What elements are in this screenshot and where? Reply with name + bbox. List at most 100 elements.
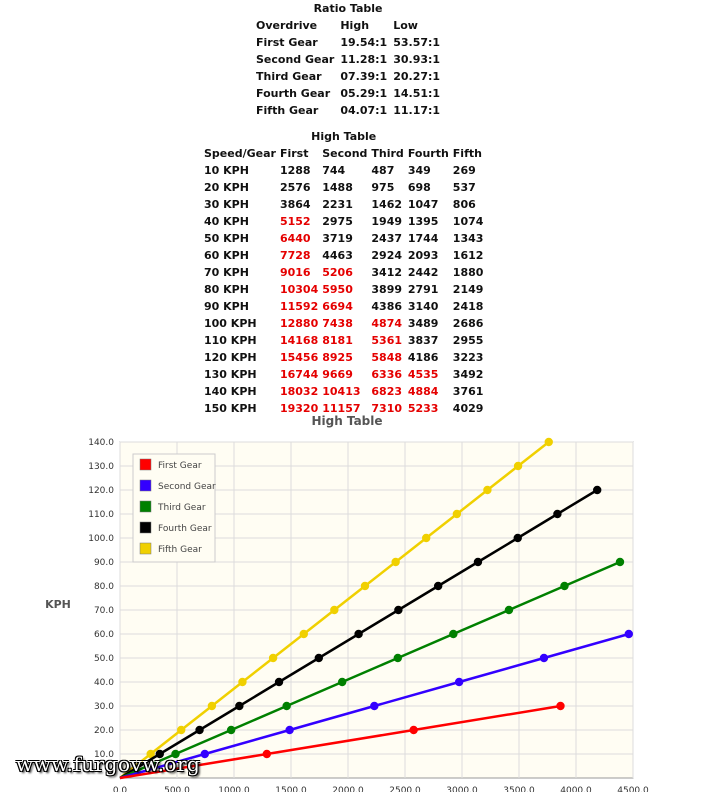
high-table-row: 60 KPH 7728 4463 2924 2093 1612 <box>204 247 487 264</box>
x-tick-label: 1500.0 <box>275 786 307 792</box>
ratio-table-row: Second Gear 11.28:1 30.93:1 <box>256 51 446 68</box>
high-table-cell: 10 KPH <box>204 164 249 177</box>
high-table-cell: 16744 <box>279 368 319 381</box>
high-table-cell: 1395 <box>407 215 439 228</box>
data-point <box>177 725 186 735</box>
high-table-cell: 8925 <box>322 351 353 364</box>
ratio-table-header: Overdrive High Low <box>256 17 446 34</box>
x-tick-label: 4500.0 <box>617 786 649 792</box>
y-tick-label: 110.0 <box>88 510 114 520</box>
data-point <box>299 629 308 639</box>
data-point <box>504 605 514 615</box>
ratio-table-cell: 53.57:1 <box>393 36 441 49</box>
data-point <box>354 629 363 639</box>
data-point <box>282 701 291 711</box>
high-table-cell: 1612 <box>452 249 484 262</box>
high-table-cell: 150 KPH <box>204 402 257 415</box>
y-tick-label: 140.0 <box>88 438 114 448</box>
y-tick-label: 70.0 <box>94 606 114 616</box>
high-table-row: 140 KPH 18032 10413 6823 4884 3761 <box>204 383 487 400</box>
high-table-cell: 100 KPH <box>204 317 257 330</box>
high-table-cell: 349 <box>407 164 431 177</box>
y-tick-label: 40.0 <box>94 678 114 688</box>
high-table-cell: 5233 <box>407 402 439 415</box>
high-table-cell: 487 <box>371 164 395 177</box>
high-table-cell: 18032 <box>279 385 319 398</box>
high-table-cell: 2437 <box>371 232 403 245</box>
high-table-cell: 1744 <box>407 232 439 245</box>
data-point <box>433 581 443 591</box>
high-table-cell: 2442 <box>407 266 439 279</box>
high-table-cell: 4186 <box>407 351 439 364</box>
y-tick-label: 30.0 <box>94 702 114 712</box>
ratio-table-cell: 11.28:1 <box>340 53 388 66</box>
ratio-table-header-cell: High <box>340 19 370 32</box>
high-table-cell: 744 <box>322 164 346 177</box>
high-table-cell: 60 KPH <box>204 249 249 262</box>
legend-label: First Gear <box>158 461 202 471</box>
y-tick-label: 80.0 <box>94 582 114 592</box>
series-line <box>119 560 621 780</box>
data-point <box>171 749 180 759</box>
high-table-cell: 2576 <box>279 181 311 194</box>
legend-swatch <box>139 542 152 555</box>
high-table-cell: 4463 <box>322 249 353 262</box>
data-point <box>268 653 278 663</box>
gear-speed-chart: 0.0 500.0 1000.0 1500.0 2000.0 2500.0 3000.0 35… <box>45 437 649 792</box>
series-third-gear <box>119 557 625 780</box>
data-point <box>274 677 284 687</box>
high-table-cell: 3140 <box>407 300 439 313</box>
data-point <box>226 725 236 735</box>
data-point <box>553 509 562 519</box>
y-tick-label: 60.0 <box>94 630 114 640</box>
data-point <box>544 437 553 447</box>
data-point <box>235 701 244 711</box>
legend-label: Fifth Gear <box>158 545 202 555</box>
high-table-cell: 5950 <box>322 283 353 296</box>
ratio-table-header-cell: Overdrive <box>256 19 318 32</box>
high-table-row: 150 KPH 19320 11157 7310 5233 4029 <box>204 400 487 417</box>
y-tick-label: 50.0 <box>94 654 114 664</box>
data-point <box>330 605 339 615</box>
high-table-cell: 3489 <box>407 317 439 330</box>
high-table-cell: 9016 <box>279 266 311 279</box>
high-table-cell: 1047 <box>407 198 439 211</box>
data-point <box>155 749 164 759</box>
high-table-cell: 2093 <box>407 249 439 262</box>
data-point <box>513 461 523 471</box>
high-table-cell: 2231 <box>322 198 353 211</box>
x-tick-label: 1000.0 <box>218 786 250 792</box>
high-table-cell: 11592 <box>279 300 319 313</box>
series-second-gear <box>119 629 633 780</box>
data-point <box>394 605 403 615</box>
high-table-header-cell: Fifth <box>452 147 482 160</box>
x-tick-label: 2000.0 <box>332 786 364 792</box>
data-point <box>285 725 294 735</box>
high-table-cell: 10413 <box>322 385 361 398</box>
ratio-table: Ratio Table Overdrive High Low First Gear 19.… <box>256 0 446 119</box>
ratio-table-cell: 14.51:1 <box>393 87 441 100</box>
high-table-cell: 14168 <box>279 334 319 347</box>
y-tick-label: 100.0 <box>88 534 114 544</box>
high-table-cell: 120 KPH <box>204 351 257 364</box>
high-table-cell: 5361 <box>371 334 403 347</box>
chart-legend: First Gear Second Gear Third Gear Fourth Ge… <box>132 453 216 563</box>
high-table-cell: 698 <box>407 181 431 194</box>
high-table-cell: 1949 <box>371 215 403 228</box>
high-table-cell: 1288 <box>279 164 311 177</box>
high-table-cell: 2686 <box>452 317 484 330</box>
high-table-cell: 7310 <box>371 402 403 415</box>
data-point <box>262 749 272 759</box>
high-table-row: 130 KPH 16744 9669 6336 4535 3492 <box>204 366 487 383</box>
high-table-cell: 3761 <box>452 385 484 398</box>
high-table-cell: 5152 <box>279 215 311 228</box>
high-table-row: 70 KPH 9016 5206 3412 2442 1880 <box>204 264 487 281</box>
high-table-cell: 40 KPH <box>204 215 249 228</box>
high-table-cell: 5206 <box>322 266 353 279</box>
high-table-cell: 2149 <box>452 283 484 296</box>
x-tick-label: 3000.0 <box>446 786 478 792</box>
data-point <box>370 701 379 711</box>
y-tick-label: 20.0 <box>94 726 114 736</box>
high-table-cell: 269 <box>452 164 476 177</box>
ratio-table-cell: 30.93:1 <box>393 53 441 66</box>
